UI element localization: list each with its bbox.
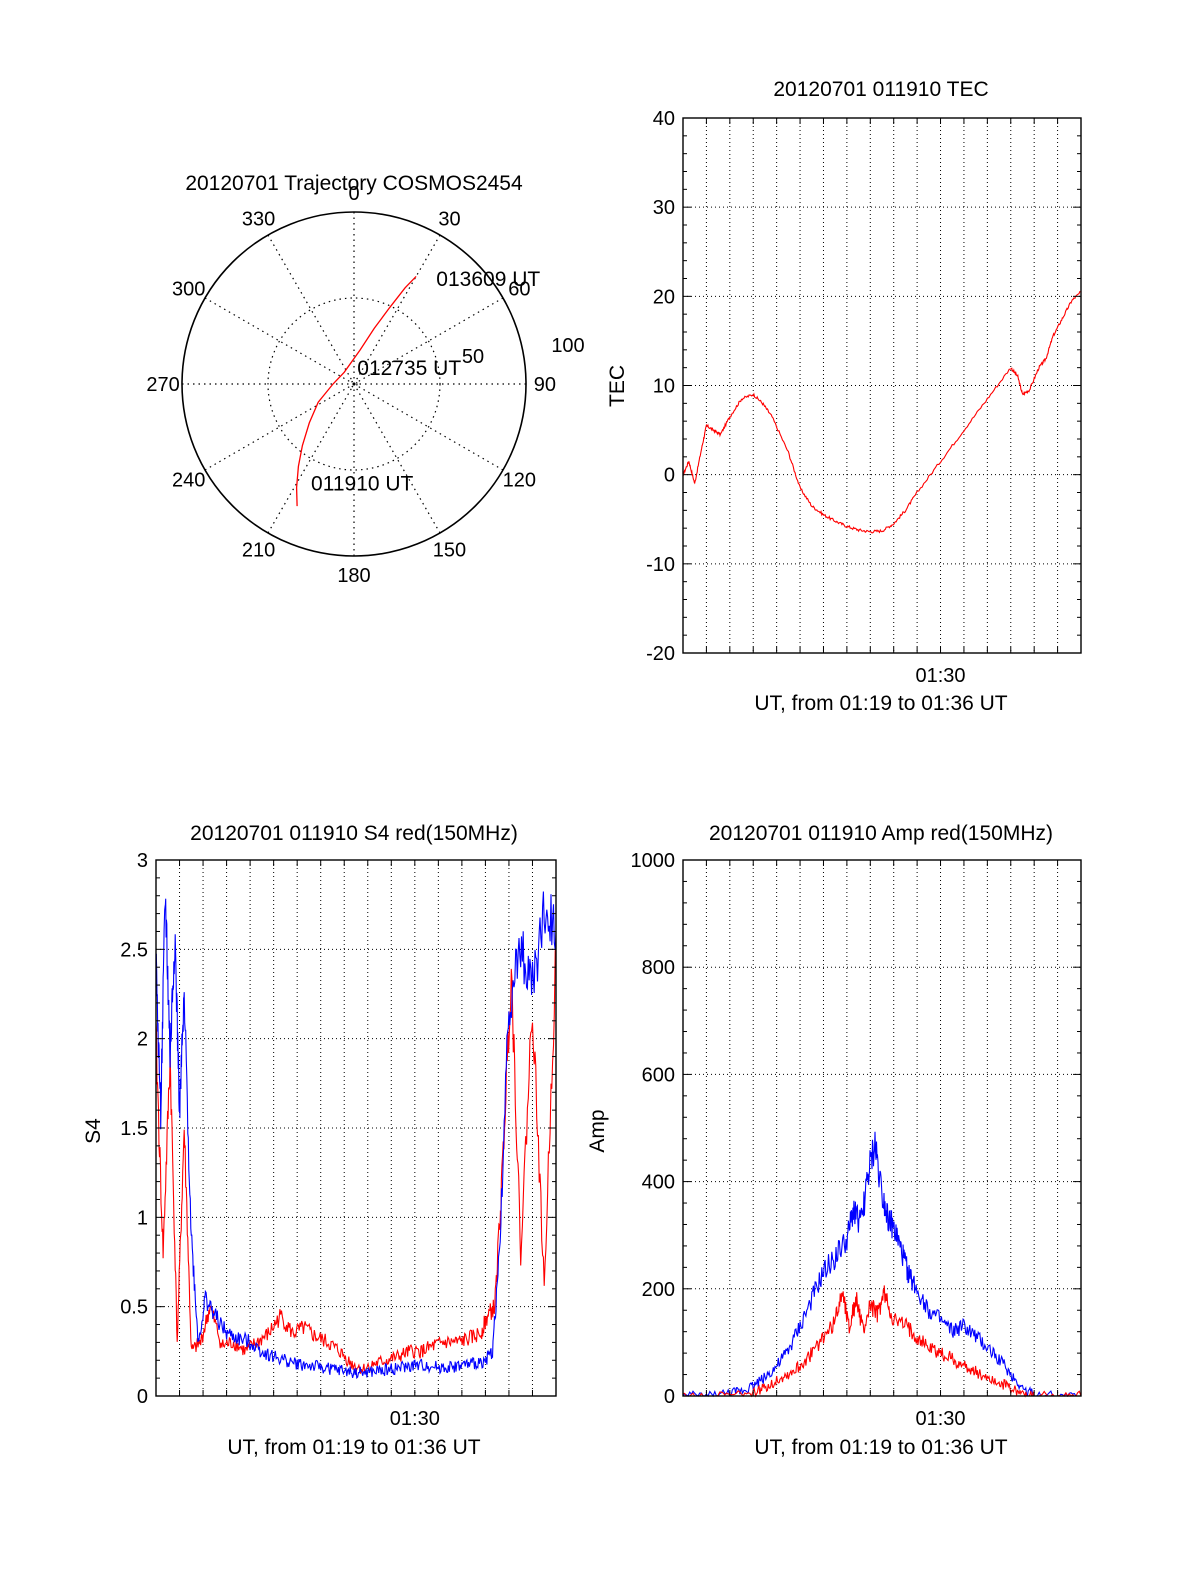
amp-x-axis-label: UT, from 01:19 to 01:36 UT — [754, 1436, 1007, 1459]
polar-outer-circle — [181, 211, 527, 557]
y-tick-label: 1000 — [631, 850, 676, 872]
polar-angle-label: 330 — [242, 209, 275, 231]
polar-angle-label: 300 — [172, 279, 205, 301]
polar-spoke — [353, 297, 504, 385]
y-tick-label: 1.5 — [120, 1118, 148, 1140]
y-tick-label: 400 — [642, 1172, 675, 1194]
y-tick-label: 2.5 — [120, 939, 148, 961]
polar-spoke — [204, 297, 355, 385]
s4-title: 20120701 011910 S4 red(150MHz) — [190, 822, 518, 845]
plot-frame — [682, 859, 1082, 1397]
polar-trajectory-line — [295, 275, 417, 507]
amp-y-axis-label: Amp — [586, 1109, 609, 1152]
polar-radial-tick-label: 50 — [462, 346, 484, 368]
polar-angle-label: 270 — [146, 374, 179, 396]
series-line — [682, 1131, 1081, 1398]
polar-spoke — [267, 383, 355, 534]
y-tick-label: 2 — [137, 1029, 148, 1051]
y-tick-label: 20 — [653, 286, 675, 308]
polar-time-annotation: 013609 UT — [436, 268, 540, 291]
series-line — [155, 949, 557, 1374]
polar-spoke — [353, 234, 441, 385]
amp-title: 20120701 011910 Amp red(150MHz) — [709, 822, 1053, 845]
y-tick-label: -10 — [646, 554, 675, 576]
y-tick-label: 0.5 — [120, 1297, 148, 1319]
y-tick-label: 200 — [642, 1279, 675, 1301]
polar-time-annotation: 011910 UT — [311, 472, 414, 495]
y-tick-label: 40 — [653, 108, 675, 130]
series-line — [682, 291, 1082, 534]
s4-y-axis-label: S4 — [82, 1118, 105, 1144]
polar-title: 20120701 Trajectory COSMOS2454 — [185, 172, 523, 195]
tec-y-axis-label: TEC — [606, 365, 629, 407]
y-tick-label: 600 — [642, 1064, 675, 1086]
polar-angle-label: 180 — [337, 565, 370, 587]
polar-angle-labels: 0 30 60 90 120 150 180 210 240 270 300 330 50 100 — [146, 183, 584, 587]
y-tick-label: 0 — [664, 465, 675, 487]
tec-title: 20120701 011910 TEC — [773, 78, 988, 101]
polar-angle-label: 30 — [438, 209, 460, 231]
y-tick-label: -20 — [646, 643, 675, 665]
polar-angle-label: 60 — [508, 279, 530, 301]
x-tick-label: 01:30 — [390, 1408, 440, 1430]
y-tick-label: 0 — [664, 1386, 675, 1408]
polar-spoke — [204, 383, 355, 471]
y-tick-label: 0 — [137, 1386, 148, 1408]
y-tick-label: 10 — [653, 376, 675, 398]
y-tick-label: 30 — [653, 197, 675, 219]
polar-radial-tick-label: 100 — [551, 335, 584, 357]
polar-trajectory-series — [295, 275, 417, 507]
polar-spoke — [353, 383, 441, 534]
x-tick-label: 01:30 — [915, 665, 965, 687]
y-tick-label: 1 — [137, 1207, 148, 1229]
polar-angle-label: 0 — [348, 183, 359, 205]
tec-x-axis-label: UT, from 01:19 to 01:36 UT — [754, 692, 1007, 715]
polar-spoke — [267, 234, 355, 385]
polar-angle-label: 90 — [534, 374, 556, 396]
s4-x-axis-label: UT, from 01:19 to 01:36 UT — [227, 1436, 480, 1459]
tec-line-chart: 20120701 011910 TEC TEC UT, from 01:19 t… — [606, 78, 1082, 715]
polar-time-annotations: 011910 UT 012735 UT 013609 UT — [311, 268, 540, 495]
polar-time-annotation: 012735 UT — [357, 357, 461, 380]
polar-angle-label: 210 — [242, 539, 275, 561]
polar-spoke — [353, 383, 504, 471]
series-line — [155, 891, 557, 1380]
polar-ring — [350, 380, 358, 388]
amp-line-chart: 20120701 011910 Amp red(150MHz) Amp UT, … — [586, 822, 1082, 1459]
s4-line-chart: 20120701 011910 S4 red(150MHz) S4 UT, fr… — [82, 822, 557, 1459]
trajectory-polar-plot: 20120701 Trajectory COSMOS2454 0 30 60 90 12… — [146, 172, 584, 587]
polar-ring — [267, 297, 441, 471]
series-line — [683, 1285, 1082, 1398]
y-tick-label: 800 — [642, 957, 675, 979]
x-tick-label: 01:30 — [915, 1408, 965, 1430]
polar-angle-label: 120 — [503, 469, 536, 491]
polar-angle-label: 150 — [433, 539, 466, 561]
polar-angle-label: 240 — [172, 469, 205, 491]
polar-grid — [181, 211, 527, 557]
y-tick-label: 3 — [137, 850, 148, 872]
